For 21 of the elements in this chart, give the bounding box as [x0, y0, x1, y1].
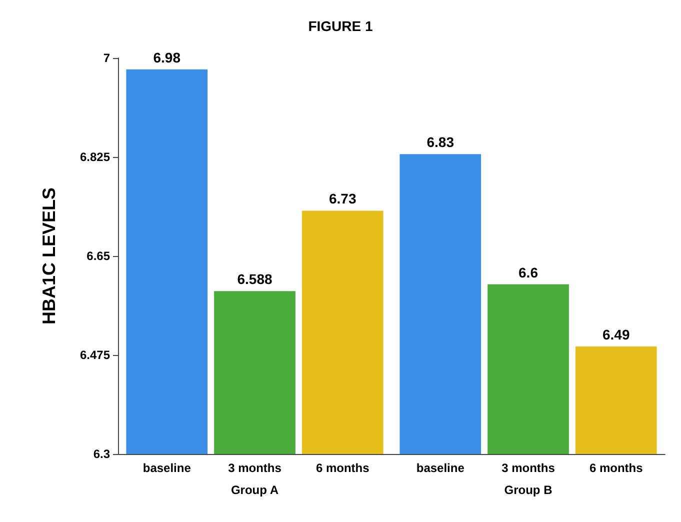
series-label: baseline — [142, 461, 192, 475]
data-label: 6.6 — [518, 264, 538, 280]
y-axis-title: HBA1C LEVELS — [39, 187, 59, 325]
series-label: 6 months — [316, 461, 370, 475]
x-tick-label: Group B — [504, 483, 553, 497]
y-tick-label: 7 — [103, 51, 110, 65]
text: baseline — [416, 461, 464, 475]
series-label: 3 months — [228, 461, 282, 475]
text: 3 months — [502, 461, 555, 475]
data-label: 6.98 — [153, 49, 181, 66]
data-label: 6.83 — [426, 134, 454, 150]
text: 6 months — [589, 461, 643, 475]
y-tick-label: 6.3 — [93, 447, 110, 461]
data-label: 6.73 — [328, 190, 356, 207]
y-tick-label: 6.475 — [80, 348, 110, 362]
data-label: 6.49 — [602, 326, 630, 343]
y-tick-label: 6.65 — [86, 249, 110, 263]
y-tick-label: 6.825 — [80, 150, 110, 164]
data-label: 6.588 — [237, 271, 272, 288]
chart-title: FIGURE 1 — [308, 18, 373, 34]
x-tick-label: Group A — [230, 483, 279, 497]
